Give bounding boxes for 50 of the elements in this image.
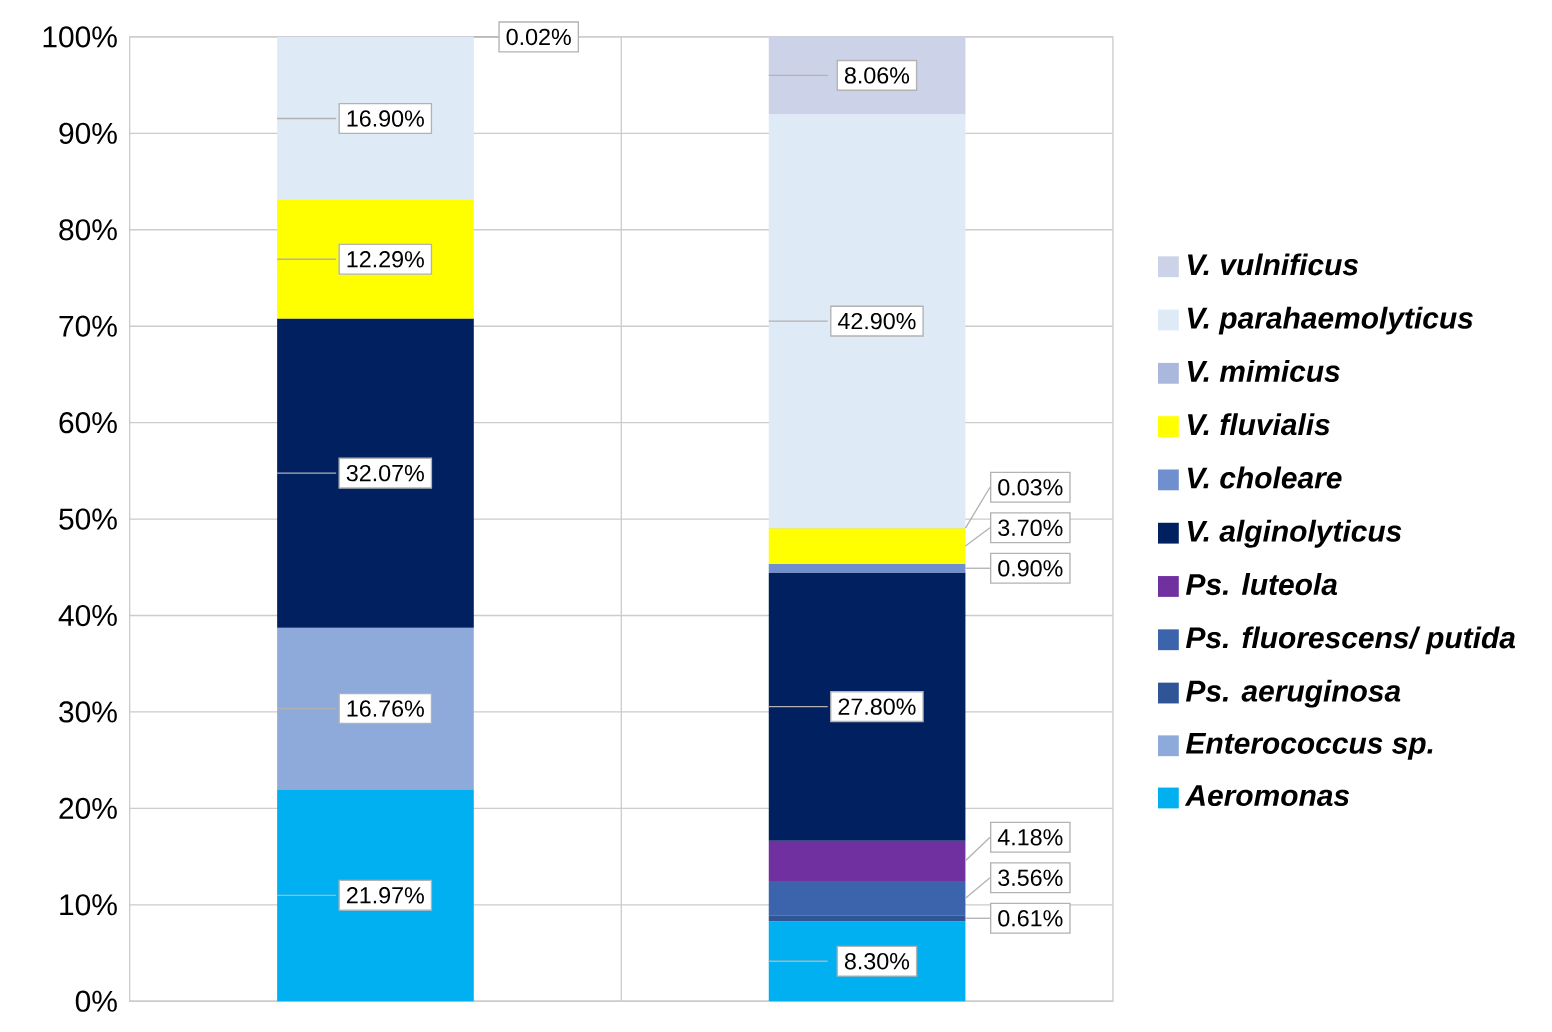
data-label: 0.03% (998, 479, 1063, 496)
y-tick-label: 40% (58, 605, 117, 627)
data-label: 16.76% (347, 700, 424, 718)
legend-label: V. choleare (1187, 466, 1342, 489)
bar (277, 37, 474, 201)
y-tick-label: 60% (59, 412, 117, 434)
y-tick-label: 10% (60, 894, 117, 916)
y-tick-label: 0% (75, 990, 117, 1013)
data-label: 0.90% (998, 560, 1063, 577)
data-label: 4.18% (997, 829, 1063, 846)
y-tick-label: 70% (59, 315, 117, 338)
bar (277, 627, 474, 790)
data-label: 21.97% (346, 887, 424, 904)
legend-label: V. vulnificus (1187, 253, 1359, 276)
legend-label: Aeromonas (1184, 785, 1350, 807)
y-tick-label: 20% (59, 797, 117, 820)
y-tick-label: 90% (59, 122, 117, 145)
bar (768, 840, 966, 882)
legend-label: Ps. luteola (1185, 573, 1338, 596)
data-label: 8.06% (844, 67, 910, 84)
data-label: 0.61% (998, 910, 1063, 927)
data-label: 12.29% (347, 251, 424, 268)
legend-label: V. alginolyticus (1187, 520, 1402, 548)
legend-label: V. mimicus (1187, 360, 1340, 383)
legend-label: V. parahaemolyticus (1187, 306, 1473, 335)
data-label: 16.90% (347, 110, 424, 127)
bar (768, 572, 966, 841)
bar (768, 881, 966, 916)
legend-label: Ps. aeruginosa (1185, 679, 1401, 708)
bar (768, 915, 966, 922)
bar (277, 789, 474, 1002)
legend-label: V. fluvialis (1187, 413, 1330, 436)
bar (768, 528, 966, 565)
data-label: 3.56% (998, 869, 1063, 887)
legend-label: Ps. fluorescens/ putida (1185, 626, 1516, 655)
data-label: 32.07% (346, 465, 424, 482)
bar (768, 564, 966, 573)
y-tick-label: 80% (59, 219, 117, 241)
data-label: 42.90% (837, 313, 916, 330)
y-tick-label: 30% (59, 701, 117, 723)
y-tick-label: 50% (59, 508, 117, 530)
y-tick-label: 100% (43, 26, 117, 48)
data-label: 0.02% (506, 28, 571, 46)
data-label: 3.70% (998, 519, 1063, 537)
bar (768, 114, 966, 529)
legend-label: Enterococcus sp. (1185, 733, 1433, 761)
data-label: 27.80% (838, 698, 916, 716)
bar (277, 318, 474, 628)
data-label: 8.30% (844, 953, 910, 970)
bar (277, 200, 474, 319)
